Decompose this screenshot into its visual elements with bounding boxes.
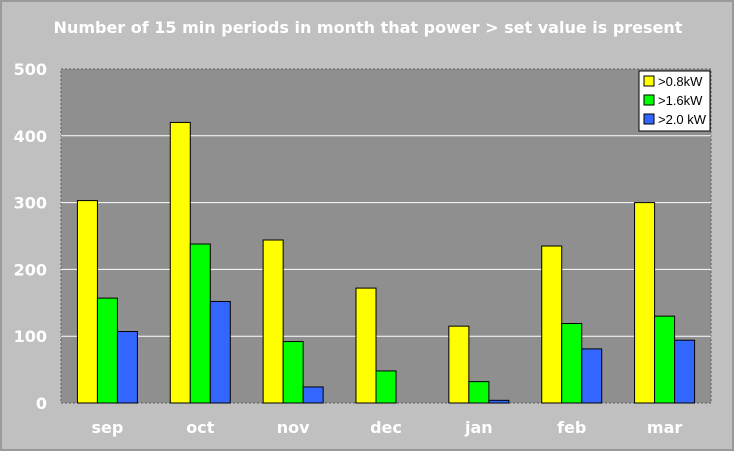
bar-jan-series-2 bbox=[488, 399, 510, 404]
bar-sep-series-2 bbox=[116, 331, 138, 404]
bar-jan-series-0 bbox=[448, 325, 470, 404]
bar-jan-series-1 bbox=[468, 381, 490, 404]
y-tick-label: 400 bbox=[14, 127, 47, 146]
bar-oct-series-2 bbox=[209, 300, 231, 404]
plot-area bbox=[60, 68, 712, 404]
bar-oct-series-0 bbox=[169, 121, 191, 404]
bar-oct-series-1 bbox=[189, 243, 211, 404]
x-tick-label: feb bbox=[557, 418, 586, 437]
bar-mar-series-1 bbox=[654, 315, 676, 404]
y-tick-label: 0 bbox=[36, 394, 47, 413]
legend-label: >0.8kW bbox=[658, 74, 703, 89]
chart-title: Number of 15 min periods in month that p… bbox=[54, 18, 683, 37]
y-axis-ticks: 0 100 200 300 400 500 bbox=[14, 60, 47, 413]
x-tick-label: nov bbox=[277, 418, 310, 437]
bar-dec-series-1 bbox=[375, 370, 397, 404]
x-tick-label: mar bbox=[647, 418, 682, 437]
y-tick-label: 100 bbox=[14, 327, 47, 346]
x-tick-label: sep bbox=[92, 418, 124, 437]
bar-nov-series-0 bbox=[262, 239, 284, 404]
legend-label: >1.6kW bbox=[658, 93, 703, 108]
bar-dec-series-0 bbox=[355, 287, 377, 404]
legend-swatch bbox=[643, 75, 655, 87]
bar-sep-series-0 bbox=[76, 200, 98, 404]
bar-feb-series-0 bbox=[541, 245, 563, 404]
bar-feb-series-1 bbox=[561, 323, 583, 404]
x-tick-label: dec bbox=[370, 418, 402, 437]
bar-sep-series-1 bbox=[96, 297, 118, 404]
bar-feb-series-2 bbox=[581, 348, 603, 404]
bar-nov-series-1 bbox=[282, 341, 304, 404]
grid-lines bbox=[61, 135, 711, 337]
y-tick-label: 300 bbox=[14, 194, 47, 213]
bars bbox=[76, 121, 696, 404]
x-tick-label: oct bbox=[186, 418, 214, 437]
y-tick-label: 500 bbox=[14, 60, 47, 79]
bar-mar-series-0 bbox=[634, 202, 656, 404]
x-axis-ticks: sep oct nov dec jan feb mar bbox=[92, 418, 683, 437]
x-tick-label: jan bbox=[464, 418, 493, 437]
legend-swatch bbox=[643, 113, 655, 125]
bar-nov-series-2 bbox=[302, 386, 324, 404]
y-tick-label: 200 bbox=[14, 260, 47, 279]
legend: >0.8kW >1.6kW >2.0 kW bbox=[638, 70, 711, 132]
legend-label: >2.0 kW bbox=[658, 112, 707, 127]
legend-swatch bbox=[643, 94, 655, 106]
bar-mar-series-2 bbox=[674, 339, 696, 404]
